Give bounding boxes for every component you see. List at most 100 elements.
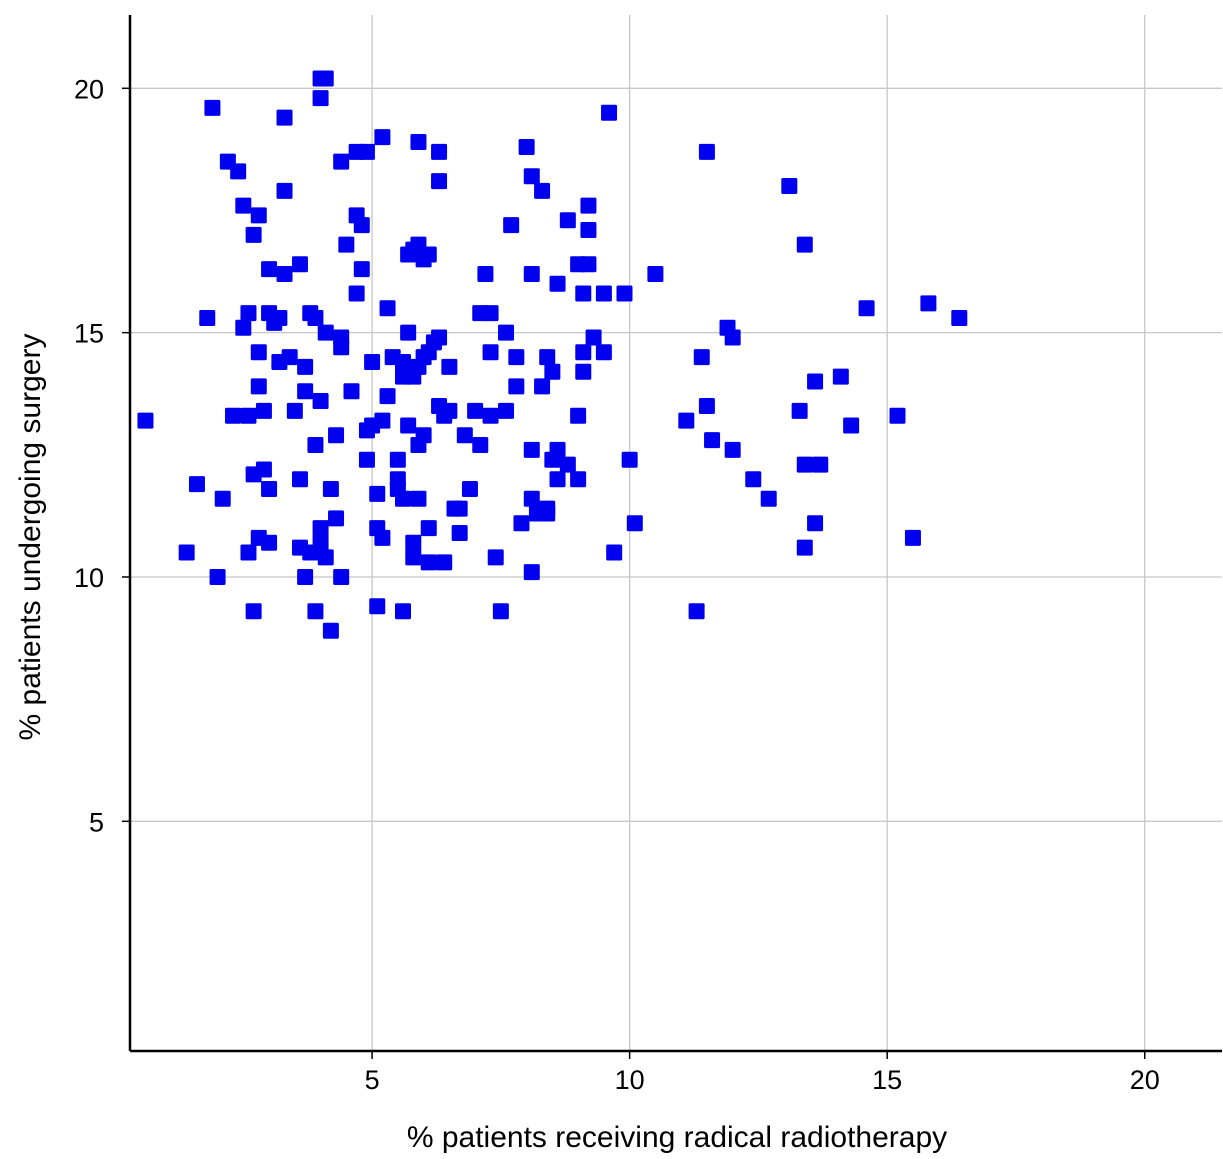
scatter-point (544, 363, 561, 380)
scatter-point (549, 471, 566, 488)
scatter-point (395, 353, 411, 370)
scatter-point (698, 143, 715, 160)
scatter-point (420, 554, 437, 571)
axes (128, 15, 1222, 1053)
scatter-point (472, 437, 489, 454)
scatter-point (482, 305, 499, 322)
scatter-point (508, 349, 525, 366)
scatter-point (832, 368, 849, 385)
scatter-point (255, 402, 272, 419)
scatter-point (343, 383, 360, 400)
scatter-point (796, 539, 813, 556)
scatter-point (482, 344, 499, 361)
scatter-point (415, 427, 432, 444)
scatter-point (889, 407, 906, 424)
scatter-point (369, 598, 386, 615)
scatter-point (431, 173, 448, 190)
scatter-point (286, 402, 303, 419)
scatter-point (523, 490, 540, 507)
scatter-point (188, 476, 205, 493)
y-axis-title: % patients undergoing surgery (14, 334, 47, 741)
y-tick-label: 10 (74, 563, 104, 593)
y-tick-label: 5 (89, 807, 104, 837)
scatter-point (405, 549, 422, 566)
scatter-point (580, 256, 597, 273)
scatter-point (585, 329, 602, 346)
scatter-point (441, 402, 458, 419)
scatter-point (498, 402, 515, 419)
scatter-point (312, 90, 329, 107)
scatter-point (291, 471, 308, 488)
scatter-point (616, 285, 633, 302)
scatter-point (461, 481, 478, 498)
scatter-point (322, 622, 339, 639)
scatter-point (704, 432, 721, 449)
scatter-point (199, 309, 216, 326)
scatter-point (276, 109, 293, 126)
scatter-point (317, 324, 334, 341)
y-tick-label: 20 (74, 74, 104, 104)
scatter-point (570, 407, 587, 424)
scatter-point (420, 520, 437, 537)
scatter-point (724, 329, 741, 346)
scatter-point (559, 212, 576, 229)
scatter-point (920, 295, 937, 312)
scatter-point (245, 603, 262, 620)
x-tick-label: 10 (615, 1065, 645, 1095)
scatter-point (225, 407, 242, 424)
scatter-point (678, 412, 695, 429)
scatter-point (410, 134, 427, 151)
scatter-point (807, 515, 824, 532)
scatter-point (348, 285, 365, 302)
scatter-point (317, 549, 334, 566)
scatter-point (240, 407, 257, 424)
scatter-point (503, 217, 520, 234)
scatter-point (353, 261, 370, 278)
scatter-point (137, 412, 154, 429)
scatter-point (235, 319, 252, 336)
scatter-point (626, 515, 643, 532)
scatter-point (214, 490, 231, 507)
x-axis-title: % patients receiving radical radiotherap… (407, 1121, 947, 1154)
scatter-point (312, 393, 329, 410)
scatter-point (358, 451, 375, 468)
scatter-point (570, 471, 587, 488)
scatter-point (606, 544, 623, 561)
scatter-point (204, 99, 221, 116)
scatter-point (431, 329, 448, 346)
scatter-point (240, 544, 257, 561)
y-axis-ticks: 5 10 15 20 (74, 74, 130, 837)
scatter-point (518, 138, 535, 155)
scatter-point (255, 461, 272, 478)
scatter-point (523, 564, 540, 581)
scatter-point (575, 363, 592, 380)
scatter-point (575, 344, 592, 361)
scatter-point (312, 534, 329, 551)
scatter-point (477, 266, 494, 282)
scatter-point (297, 358, 314, 375)
scatter-point (420, 246, 437, 263)
scatter-point (487, 549, 504, 566)
scatter-point (647, 266, 664, 282)
scatter-point (271, 309, 288, 326)
scatter-point (698, 397, 715, 414)
scatter-point (580, 197, 597, 214)
scatter-point (951, 309, 968, 326)
x-tick-label: 20 (1130, 1065, 1160, 1095)
scatter-point (807, 373, 824, 390)
x-gridlines (371, 15, 1146, 1051)
scatter-point (240, 305, 257, 322)
scatter-point (400, 324, 417, 341)
scatter-point (307, 437, 324, 454)
scatter-point (374, 412, 391, 429)
scatter-point (523, 441, 540, 458)
scatter-point (523, 168, 540, 185)
y-gridlines (130, 87, 1222, 822)
scatter-point (595, 285, 612, 302)
scatter-point (379, 388, 396, 405)
scatter-point (467, 402, 484, 419)
scatter-point (281, 349, 298, 366)
scatter-point (534, 378, 551, 395)
scatter-point (178, 544, 195, 561)
